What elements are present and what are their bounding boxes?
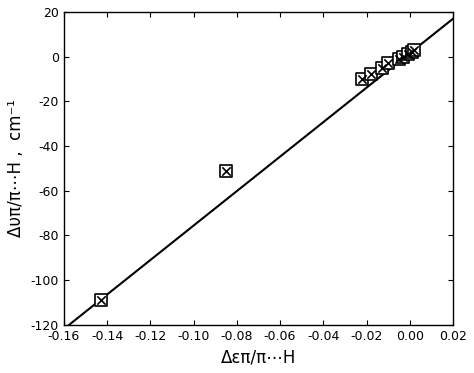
Point bbox=[400, 54, 407, 60]
Point bbox=[367, 72, 375, 78]
Point bbox=[378, 65, 385, 71]
Point bbox=[378, 65, 385, 71]
Point bbox=[222, 167, 230, 173]
Y-axis label: Δυπ/π⋯H ,  cm⁻¹: Δυπ/π⋯H , cm⁻¹ bbox=[7, 99, 25, 237]
Point bbox=[358, 76, 366, 82]
Point bbox=[367, 72, 375, 78]
Point bbox=[408, 49, 416, 55]
Point bbox=[404, 51, 411, 57]
Point bbox=[408, 49, 416, 55]
X-axis label: Δεπ/π⋯H: Δεπ/π⋯H bbox=[221, 348, 296, 366]
Point bbox=[410, 47, 418, 53]
Point bbox=[384, 60, 392, 66]
Point bbox=[404, 51, 411, 57]
Point bbox=[395, 56, 403, 62]
Point bbox=[97, 297, 104, 303]
Point bbox=[410, 47, 418, 53]
Point bbox=[395, 56, 403, 62]
Point bbox=[400, 54, 407, 60]
Point bbox=[384, 60, 392, 66]
Point bbox=[358, 76, 366, 82]
Point bbox=[97, 297, 104, 303]
Point bbox=[222, 167, 230, 173]
